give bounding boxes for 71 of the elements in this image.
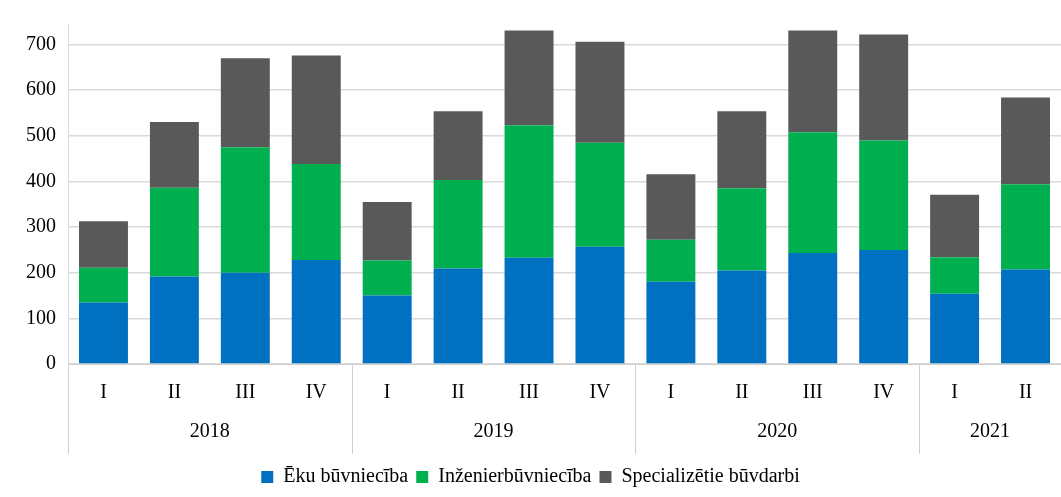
bar (930, 293, 980, 364)
y-tick-label: 0 (46, 351, 56, 374)
bar (575, 142, 625, 247)
y-tick-label: 600 (26, 77, 56, 100)
bar (859, 249, 909, 364)
bar (220, 147, 270, 273)
bar (78, 302, 128, 364)
bar (646, 239, 696, 282)
x-tick-label: IV (589, 380, 612, 403)
bar (362, 295, 412, 364)
bar (78, 221, 128, 268)
bar (504, 257, 554, 364)
text: 2018 (189, 419, 230, 442)
x-tick-label: I (383, 380, 391, 403)
bar (149, 276, 199, 364)
bar (646, 281, 696, 364)
bar (220, 272, 270, 364)
legend-label: Specializētie būvdarbi (621, 464, 801, 488)
bar (291, 259, 341, 364)
x-tick-label: I (100, 380, 107, 403)
legend-label: Ēku būvniecība (283, 464, 409, 487)
x-tick-label: II (451, 380, 465, 403)
bar (575, 246, 625, 364)
text: 2020 (757, 419, 798, 442)
x-tick-label: IV (873, 380, 895, 403)
bar (1001, 269, 1051, 364)
y-tick-label: 100 (26, 305, 56, 328)
bar (930, 257, 980, 294)
y-tick-label: 700 (26, 31, 56, 54)
bar (788, 30, 838, 133)
bar (362, 260, 412, 296)
legend-label: Inženierbūvniecība (438, 464, 592, 487)
text: 2021 (970, 419, 1011, 442)
bar (717, 188, 767, 271)
x-tick-label: I (667, 380, 675, 403)
bar (220, 58, 270, 148)
text: 2019 (473, 419, 514, 442)
y-tick-label: 400 (26, 168, 56, 191)
bar (1001, 184, 1051, 270)
bar (788, 253, 838, 364)
bar (362, 201, 412, 261)
bar (149, 187, 199, 277)
bar (504, 125, 554, 258)
bar (859, 140, 909, 250)
y-tick-label: 200 (26, 259, 56, 282)
bar (575, 41, 625, 143)
bar (433, 111, 483, 181)
bar (78, 267, 128, 303)
bar (433, 268, 483, 364)
bar (291, 164, 341, 260)
bar (433, 180, 483, 269)
x-tick-label: III (802, 380, 823, 403)
y-tick-label: 500 (26, 123, 56, 146)
bar (291, 55, 341, 165)
bar (1001, 97, 1051, 185)
x-tick-label: II (1018, 380, 1033, 403)
bar (646, 174, 696, 240)
bar (859, 34, 909, 141)
x-tick-label: III (235, 380, 256, 403)
bar (788, 132, 838, 254)
x-tick-label: III (519, 380, 540, 403)
bar (504, 30, 554, 126)
y-tick-label: 300 (26, 214, 56, 237)
bar (149, 122, 199, 188)
bar (930, 194, 980, 258)
x-tick-label: I (951, 380, 958, 403)
x-tick-label: IV (305, 380, 328, 403)
bar (717, 270, 767, 364)
bar (717, 111, 767, 189)
x-tick-label: II (735, 380, 749, 403)
x-tick-label: II (167, 380, 182, 403)
